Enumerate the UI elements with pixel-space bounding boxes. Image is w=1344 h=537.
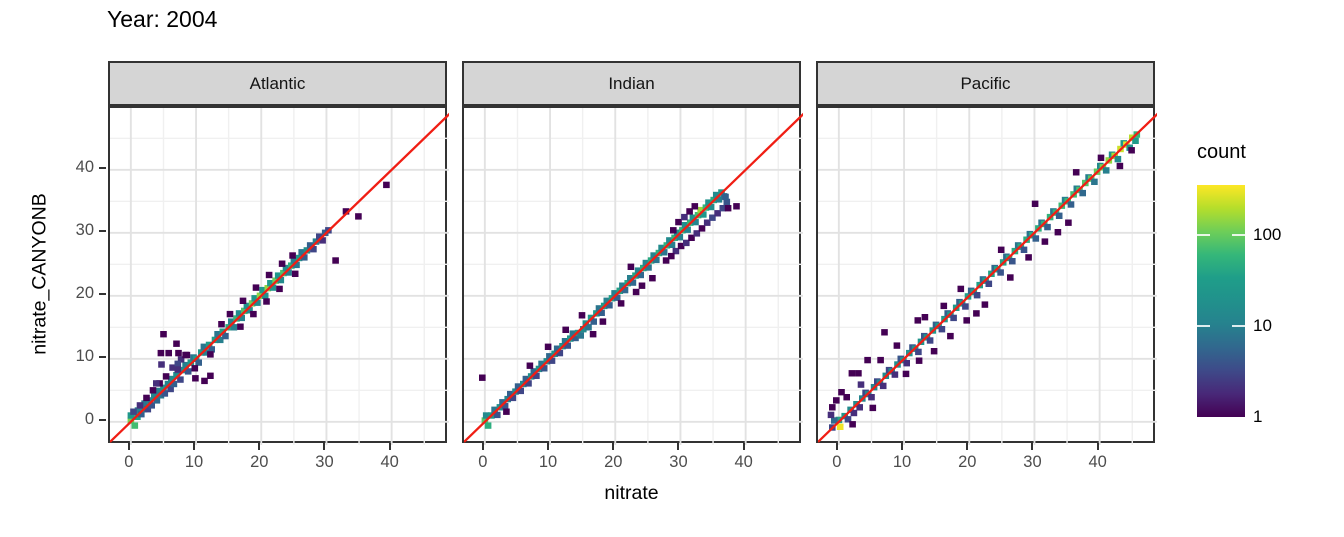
legend-tick-label: 1 [1253,407,1263,426]
x-tick-label: 0 [478,453,488,471]
x-tick-label: 30 [669,453,688,471]
facet-strip-label: Pacific [960,73,1011,93]
x-tick-label: 20 [604,453,623,471]
x-tick-label: 30 [315,453,334,471]
y-tick-label: 0 [84,409,94,428]
x-tick-mark [481,443,484,450]
x-tick-label: 20 [958,453,977,471]
x-tick-mark [1096,443,1099,450]
x-tick-label: 40 [734,453,753,471]
y-tick-mark [99,418,106,421]
x-axis-title: nitrate [604,482,659,504]
panel-canvas [818,108,1157,445]
y-axis-title: nitrate_CANYONB [28,193,51,355]
identity-line [110,112,449,443]
x-tick-mark [966,443,969,450]
x-tick-mark [323,443,326,450]
x-tick-mark [193,443,196,450]
facet-strip-label: Atlantic [249,73,306,93]
x-tick-label: 40 [380,453,399,471]
x-tick-label: 30 [1023,453,1042,471]
x-tick-mark [1031,443,1034,450]
facet-strip-indian: Indian [462,61,801,106]
x-tick-label: 10 [538,453,558,471]
y-tick-label: 30 [75,220,94,239]
y-tick-mark [99,355,106,358]
legend-tick-mark [1232,325,1245,328]
legend-tick-label: 100 [1253,225,1282,245]
legend-colorbar [1197,185,1245,417]
x-tick-mark [127,443,130,450]
panel-canvas [110,108,449,445]
panel-canvas [464,108,803,445]
x-tick-mark [742,443,745,450]
legend-tick-mark [1197,325,1210,328]
y-tick-mark [99,166,106,169]
x-tick-label: 10 [892,453,912,471]
plot-title: Year: 2004 [107,6,218,32]
x-tick-mark [388,443,391,450]
x-tick-mark [901,443,904,450]
facet-strip-label: Indian [608,73,655,93]
facet-strip-pacific: Pacific [816,61,1155,106]
identity-line [464,112,803,443]
y-tick-mark [99,229,106,232]
x-tick-mark [835,443,838,450]
y-tick-label: 10 [75,346,94,365]
y-tick-label: 40 [75,157,94,176]
y-tick-mark [99,292,106,295]
x-tick-mark [258,443,261,450]
facet-strip-atlantic: Atlantic [108,61,447,106]
x-tick-label: 10 [184,453,204,471]
panel-pacific [816,106,1157,445]
x-tick-label: 0 [124,453,134,471]
identity-line [818,112,1157,443]
x-tick-mark [677,443,680,450]
legend-tick-mark [1197,234,1210,237]
y-tick-label: 20 [75,283,94,302]
legend-tick-mark [1232,234,1245,237]
x-tick-mark [547,443,550,450]
x-tick-label: 20 [250,453,269,471]
panel-indian [462,106,803,445]
x-tick-label: 40 [1088,453,1107,471]
legend-tick-label: 10 [1253,316,1272,336]
x-tick-mark [612,443,615,450]
x-tick-label: 0 [832,453,842,471]
panel-atlantic [108,106,449,445]
legend-title: count [1197,141,1246,163]
